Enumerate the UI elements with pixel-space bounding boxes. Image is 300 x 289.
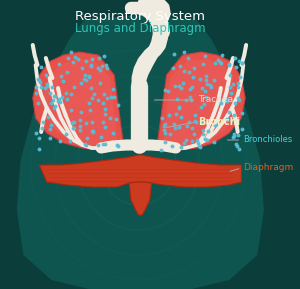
Text: Lungs and Diaphragm: Lungs and Diaphragm [75,22,206,35]
Polygon shape [157,52,245,150]
Text: Trachea: Trachea [198,95,233,105]
Polygon shape [17,15,264,289]
Polygon shape [33,52,124,150]
Polygon shape [161,59,236,148]
Polygon shape [39,155,242,187]
Text: Bronchi: Bronchi [198,117,241,127]
Polygon shape [129,182,152,215]
Text: Bronchioles: Bronchioles [243,136,292,144]
Text: Respiratory System: Respiratory System [75,10,206,23]
Text: Diaphragm: Diaphragm [243,164,294,173]
Polygon shape [43,59,120,148]
